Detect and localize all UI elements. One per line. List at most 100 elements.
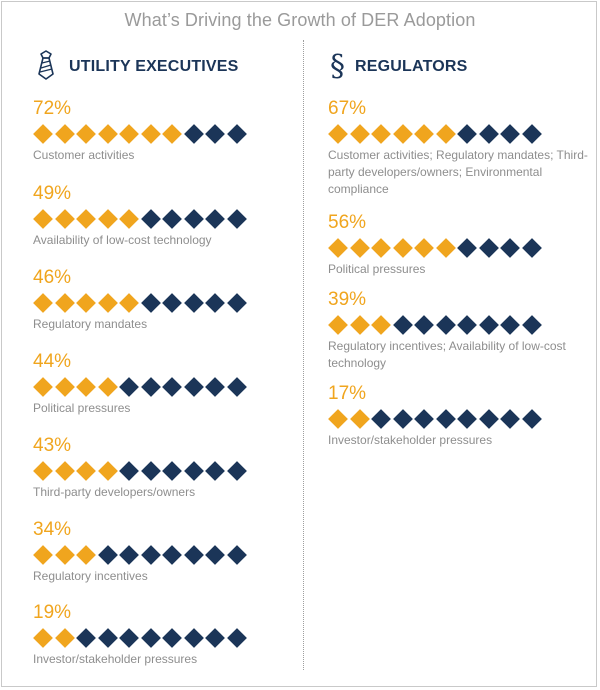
diamond-filled <box>54 545 75 565</box>
diamond-empty <box>140 628 161 648</box>
diamond-filled <box>119 293 139 313</box>
diamond-filled <box>328 409 348 429</box>
diamond-filled <box>97 209 118 229</box>
diamond-filled <box>33 545 53 565</box>
utility-executives-header: UTILITY EXECUTIVES <box>33 49 239 82</box>
diamond-filled <box>76 124 96 144</box>
utility-exec-item: 44% Political pressures <box>33 351 295 417</box>
diamond-filled <box>97 124 118 144</box>
diamond-empty <box>162 461 182 481</box>
diamond-empty <box>226 293 247 313</box>
diamond-empty <box>392 409 413 429</box>
diamond-empty <box>226 461 247 481</box>
diamond-empty <box>500 409 520 429</box>
diamond-filled <box>414 238 434 258</box>
diamond-filled <box>162 124 182 144</box>
diamond-empty <box>457 238 477 258</box>
diamond-filled <box>119 209 139 229</box>
value-label: 43% <box>33 435 72 456</box>
diamond-row <box>33 291 295 315</box>
category-label: Customer activities; Regulatory mandates… <box>328 148 588 196</box>
diamond-empty <box>140 461 161 481</box>
diamond-filled <box>349 409 370 429</box>
diamond-filled <box>54 461 75 481</box>
value-label: 39% <box>328 289 367 310</box>
utility-exec-item: 19% Investor/stakeholder pressures <box>33 602 295 668</box>
diamond-empty <box>162 209 182 229</box>
diamond-filled <box>33 461 53 481</box>
diamond-filled <box>392 238 413 258</box>
diamond-row <box>33 459 295 483</box>
diamond-filled <box>33 377 53 397</box>
value-label: 67% <box>328 98 367 119</box>
value-label: 49% <box>33 183 72 204</box>
utility-exec-item: 49% Availability of low-cost technology <box>33 183 295 249</box>
diamond-empty <box>119 461 139 481</box>
diamond-filled <box>33 628 53 648</box>
value-label: 34% <box>33 519 72 540</box>
category-label: Investor/stakeholder pressures <box>33 652 198 666</box>
diamond-empty <box>205 461 225 481</box>
diamond-filled <box>76 209 96 229</box>
diamond-row <box>33 375 295 399</box>
diamond-empty <box>97 628 118 648</box>
category-label: Regulatory mandates <box>33 317 148 331</box>
diamond-filled <box>349 315 370 335</box>
diamond-empty <box>435 409 456 429</box>
diamond-filled <box>33 209 53 229</box>
value-label: 56% <box>328 212 367 233</box>
diamond-row <box>328 236 590 260</box>
diamond-empty <box>119 545 139 565</box>
diamond-filled <box>392 124 413 144</box>
diamond-empty <box>521 238 542 258</box>
diamond-row <box>33 626 295 650</box>
diamond-filled <box>349 238 370 258</box>
diamond-empty <box>119 628 139 648</box>
diamond-empty <box>205 628 225 648</box>
diamond-empty <box>457 409 477 429</box>
utility-exec-item: 34% Regulatory incentives <box>33 519 295 585</box>
diamond-filled <box>328 124 348 144</box>
regulators-title: REGULATORS <box>355 58 468 75</box>
diamond-row <box>328 407 590 431</box>
diamond-filled <box>97 377 118 397</box>
value-label: 17% <box>328 383 367 404</box>
diamond-row <box>328 313 590 337</box>
diamond-empty <box>140 545 161 565</box>
diamond-empty <box>162 293 182 313</box>
utility-executives-title: UTILITY EXECUTIVES <box>69 58 239 75</box>
diamond-empty <box>205 377 225 397</box>
diamond-filled <box>435 124 456 144</box>
diamond-empty <box>97 545 118 565</box>
diamond-filled <box>328 315 348 335</box>
category-label: Availability of low-cost technology <box>33 233 212 247</box>
diamond-empty <box>521 124 542 144</box>
diamond-filled <box>76 293 96 313</box>
diamond-filled <box>54 124 75 144</box>
category-label: Customer activities <box>33 148 135 162</box>
diamond-empty <box>521 315 542 335</box>
diamond-empty <box>119 377 139 397</box>
diamond-filled <box>76 545 96 565</box>
value-label: 46% <box>33 267 72 288</box>
diamond-empty <box>500 124 520 144</box>
diamond-empty <box>162 545 182 565</box>
value-label: 19% <box>33 602 72 623</box>
diamond-filled <box>54 293 75 313</box>
category-label: Third-party developers/owners <box>33 485 196 499</box>
diamond-empty <box>226 628 247 648</box>
diamond-empty <box>76 628 96 648</box>
diamond-empty <box>183 209 204 229</box>
utility-exec-item: 72% Customer activities <box>33 98 295 164</box>
diamond-empty <box>205 293 225 313</box>
diamond-filled <box>371 238 391 258</box>
diamond-empty <box>140 377 161 397</box>
diamond-empty <box>457 124 477 144</box>
diamond-empty <box>162 628 182 648</box>
diamond-empty <box>478 124 499 144</box>
diamond-empty <box>183 293 204 313</box>
diamond-empty <box>226 545 247 565</box>
value-label: 44% <box>33 351 72 372</box>
diamond-empty <box>478 238 499 258</box>
diamond-filled <box>349 124 370 144</box>
